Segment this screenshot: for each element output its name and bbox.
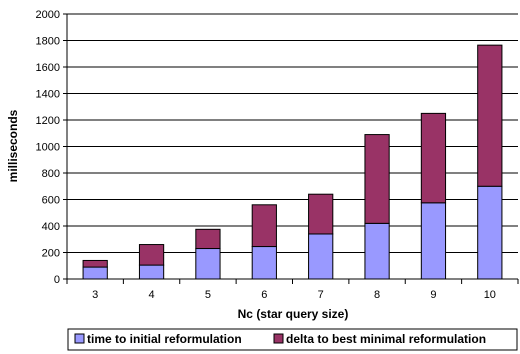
y-axis-title: milliseconds xyxy=(6,109,20,182)
legend-swatch-initial xyxy=(74,333,85,344)
bar-delta-8 xyxy=(364,134,390,224)
legend-label-initial: time to initial reformulation xyxy=(87,332,242,346)
y-tick-label-200: 200 xyxy=(42,248,60,260)
bar-delta-9 xyxy=(420,112,447,204)
y-tick-labels: 0 200 400 600 800 1000 1200 1400 1600 1800 2000 xyxy=(36,9,60,286)
y-tick-label-1400: 1400 xyxy=(36,89,60,101)
bar-initial-7 xyxy=(308,233,334,280)
y-tick-label-1600: 1600 xyxy=(36,62,60,74)
y-tick-label-0: 0 xyxy=(54,274,60,286)
y-tick-label-2000: 2000 xyxy=(36,9,60,21)
bar-delta-5 xyxy=(195,228,221,250)
legend-box xyxy=(67,328,518,351)
y-tick-label-800: 800 xyxy=(42,168,60,180)
y-tick-label-1200: 1200 xyxy=(36,115,60,127)
legend-swatch-delta xyxy=(273,333,284,344)
bar-delta-4 xyxy=(138,244,165,266)
gridlines xyxy=(67,13,518,253)
bar-delta-10 xyxy=(477,44,503,187)
x-tick-label-6: 6 xyxy=(261,289,267,301)
bar-delta-6 xyxy=(251,204,277,248)
y-tick-label-600: 600 xyxy=(42,195,60,207)
bar-initial-3 xyxy=(82,266,108,280)
bar-initial-9 xyxy=(420,202,447,280)
x-tick-label-3: 3 xyxy=(92,289,98,301)
y-tick-label-400: 400 xyxy=(42,221,60,233)
x-tick-label-5: 5 xyxy=(205,289,211,301)
x-axis-title: Nc (star query size) xyxy=(238,307,349,321)
bar-initial-8 xyxy=(364,222,390,280)
bar-initial-5 xyxy=(195,248,221,280)
bar-initial-4 xyxy=(138,264,165,280)
bar-initial-10 xyxy=(477,185,503,280)
x-tick-label-10: 10 xyxy=(484,289,496,301)
legend: time to initial reformulation delta to b… xyxy=(67,328,518,351)
bar-delta-7 xyxy=(308,193,334,235)
x-tick-label-4: 4 xyxy=(149,289,155,301)
axes xyxy=(63,13,519,284)
y-tick-label-1800: 1800 xyxy=(36,36,60,48)
x-tick-label-8: 8 xyxy=(374,289,380,301)
bar-initial-6 xyxy=(251,246,277,280)
legend-label-delta: delta to best minimal reformulation xyxy=(286,332,486,346)
y-tick-label-1000: 1000 xyxy=(36,142,60,154)
x-tick-label-7: 7 xyxy=(318,289,324,301)
bars xyxy=(82,44,503,280)
x-tick-labels: 3 4 5 6 7 8 9 10 xyxy=(92,289,496,301)
x-tick-label-9: 9 xyxy=(430,289,436,301)
bar-delta-3 xyxy=(82,259,108,268)
